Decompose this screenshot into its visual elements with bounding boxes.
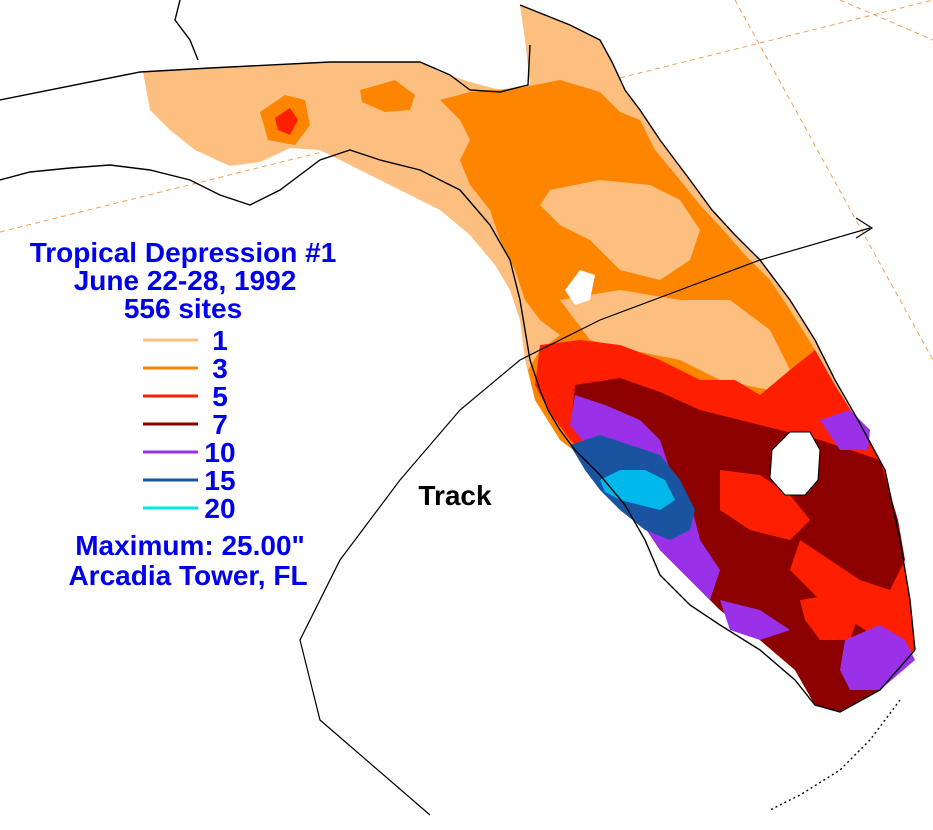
legend-item: 10 bbox=[143, 437, 236, 468]
legend-label: 1 bbox=[212, 325, 228, 356]
track-label: Track bbox=[418, 480, 492, 511]
legend-item: 7 bbox=[143, 409, 228, 440]
rainfall-contours bbox=[143, 5, 915, 712]
legend-item: 1 bbox=[143, 325, 228, 356]
legend-label: 15 bbox=[204, 465, 235, 496]
title-line1: Tropical Depression #1 bbox=[30, 237, 337, 268]
grid-line bbox=[734, 0, 933, 361]
coastlines bbox=[0, 0, 916, 811]
maximum-location: Arcadia Tower, FL bbox=[68, 560, 307, 591]
contour-1in-island bbox=[560, 290, 790, 390]
legend-label: 5 bbox=[212, 381, 228, 412]
legend-item: 5 bbox=[143, 381, 228, 412]
gulf-coast bbox=[0, 149, 916, 713]
georgia-alabama-border bbox=[174, 0, 199, 61]
keys bbox=[769, 699, 901, 811]
legend-item: 20 bbox=[143, 493, 236, 524]
track-arrowhead bbox=[855, 217, 874, 239]
legend-item: 15 bbox=[143, 465, 236, 496]
legend-label: 7 bbox=[212, 409, 228, 440]
contour-5in-blob bbox=[275, 108, 298, 135]
state-border-north bbox=[0, 44, 531, 101]
storm-track bbox=[299, 217, 874, 816]
track-line bbox=[299, 227, 871, 816]
legend: Tropical Depression #1 June 22-28, 1992 … bbox=[30, 237, 337, 591]
maximum-label: Maximum: 25.00" bbox=[75, 530, 305, 561]
contour-1in-island bbox=[540, 180, 700, 280]
legend-label: 10 bbox=[204, 437, 235, 468]
contour-10in bbox=[720, 600, 790, 640]
lake-okeechobee bbox=[769, 431, 821, 496]
legend-label: 3 bbox=[212, 353, 228, 384]
contour-20in bbox=[600, 470, 675, 510]
legend-label: 20 bbox=[204, 493, 235, 524]
legend-item: 3 bbox=[143, 353, 228, 384]
grid-line bbox=[839, 0, 933, 41]
contour-5in-island bbox=[720, 470, 810, 540]
contour-10in bbox=[840, 625, 915, 690]
atlantic-coast bbox=[519, 4, 916, 651]
contour-5in-island bbox=[800, 595, 860, 640]
contour-3in-blob bbox=[360, 80, 415, 112]
no-data-area bbox=[565, 270, 595, 305]
title-line2: June 22-28, 1992 bbox=[74, 265, 297, 296]
title-line3: 556 sites bbox=[124, 293, 242, 324]
